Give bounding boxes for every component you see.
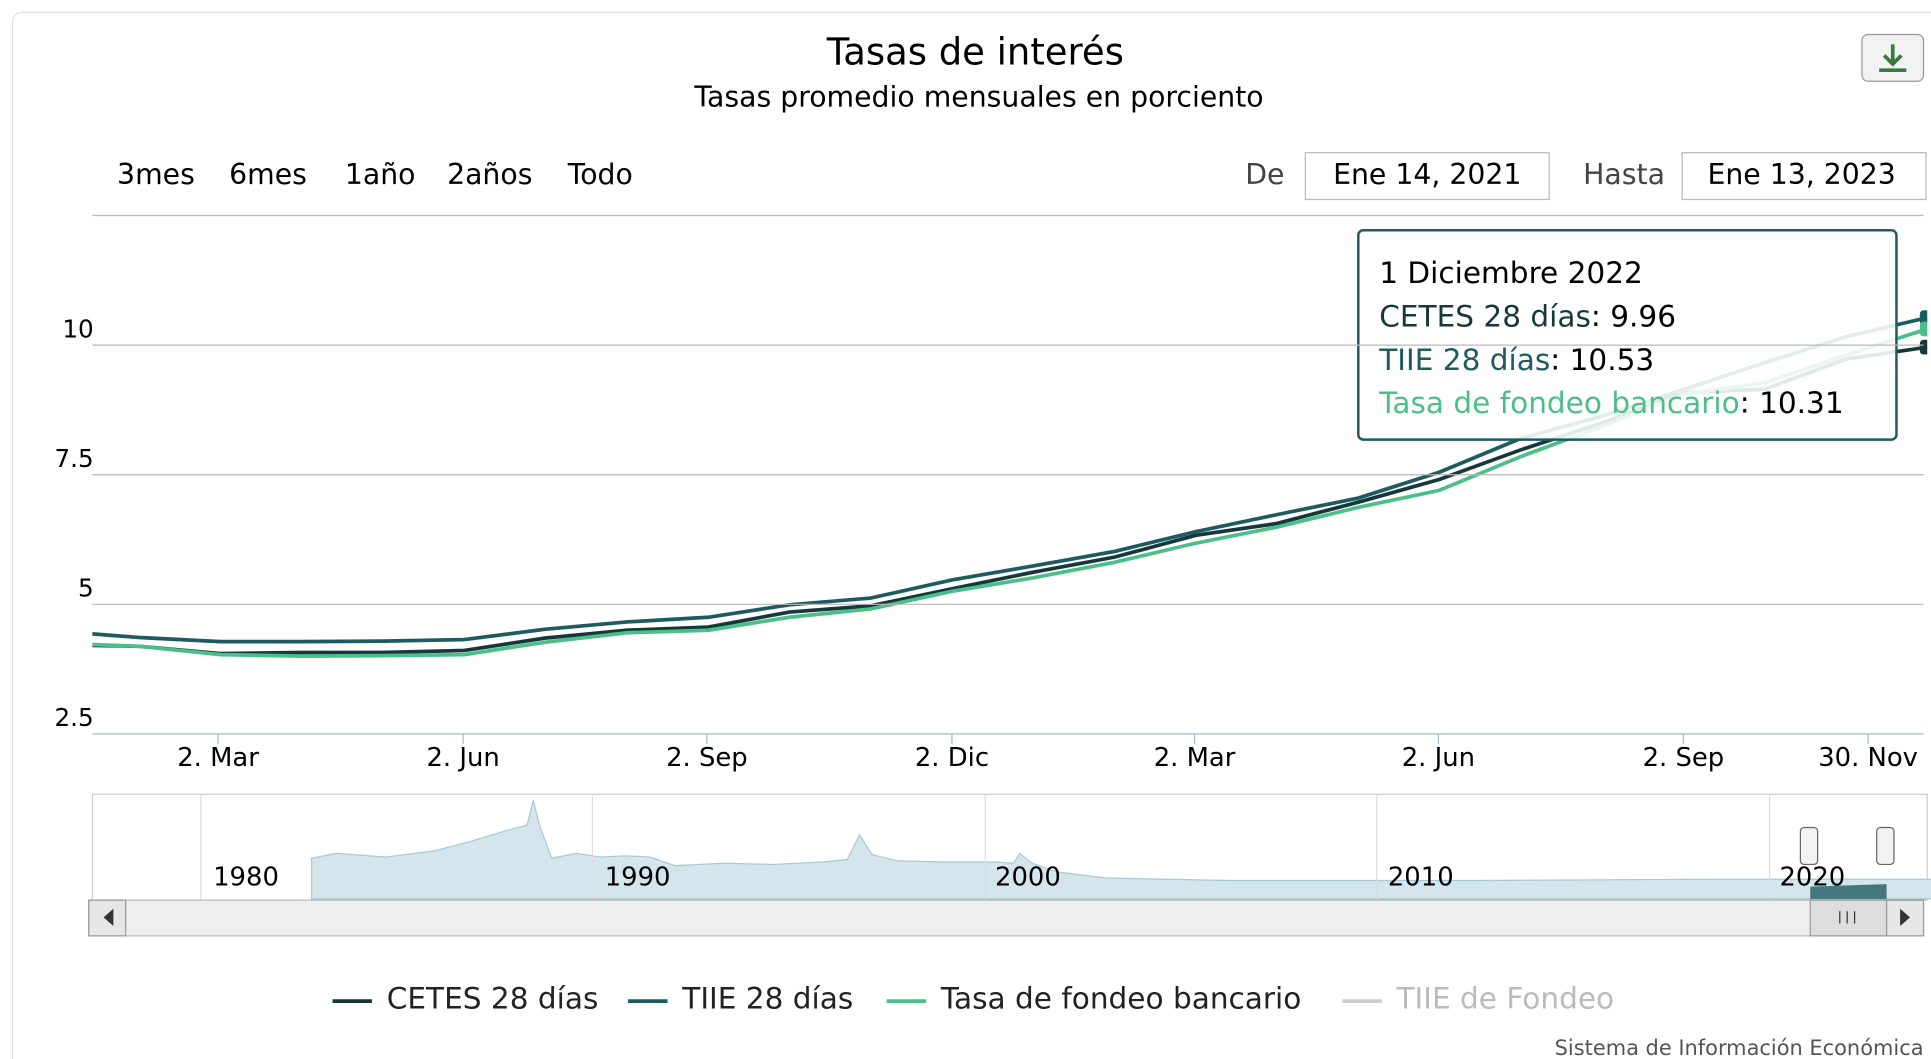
- y-tick-label: 10: [62, 314, 93, 343]
- tooltip-row: Tasa de fondeo bancario: 10.31: [1378, 385, 1843, 419]
- y-tick-label: 5: [78, 574, 94, 603]
- range-button[interactable]: 3mes: [117, 158, 195, 191]
- tooltip-value: 10.53: [1570, 342, 1655, 376]
- scrollbar[interactable]: [88, 899, 1925, 937]
- tooltip: [1357, 229, 1898, 441]
- date-input[interactable]: [1304, 152, 1550, 201]
- point-marker: [1919, 310, 1928, 326]
- x-tick-label: 2. Dic: [915, 743, 989, 773]
- legend-label[interactable]: Tasa de fondeo bancario: [940, 981, 1301, 1015]
- x-tick-label: 30. Nov: [1818, 743, 1918, 773]
- chart-title: Tasas de interés: [826, 31, 1124, 74]
- chart-subtitle: Tasas promedio mensuales en porciento: [693, 81, 1263, 114]
- navigator: [91, 793, 1931, 901]
- tooltip-value: 9.96: [1610, 299, 1676, 333]
- x-tick-label: 2. Mar: [1154, 743, 1236, 773]
- credits: Sistema de Información Económica: [1555, 1036, 1924, 1059]
- y-tick-label: 7.5: [55, 444, 94, 473]
- navigator-label: 2000: [995, 862, 1061, 892]
- navigator-label: 1980: [213, 862, 279, 892]
- range-button[interactable]: 1año: [345, 158, 416, 191]
- tooltip-series: CETES 28 días: [1379, 299, 1591, 333]
- tooltip-series: TIIE 28 días: [1378, 342, 1550, 376]
- range-button[interactable]: 2años: [447, 158, 532, 191]
- tooltip-value: 10.31: [1759, 385, 1844, 419]
- date-value: Ene 13, 2023: [1707, 158, 1895, 191]
- date-label: De: [1245, 158, 1284, 191]
- tooltip-row: CETES 28 días: 9.96: [1379, 299, 1676, 333]
- range-button[interactable]: Todo: [567, 158, 633, 191]
- date-input[interactable]: [1681, 152, 1927, 201]
- tooltip-row: TIIE 28 días: 10.53: [1378, 342, 1654, 376]
- download-button[interactable]: [1861, 33, 1925, 82]
- date-value: Ene 14, 2021: [1333, 158, 1521, 191]
- legend-label[interactable]: TIIE de Fondeo: [1395, 981, 1614, 1015]
- y-tick-label: 2.5: [55, 703, 94, 732]
- tooltip-series: Tasa de fondeo bancario: [1378, 385, 1739, 419]
- navigator-label: 2020: [1779, 862, 1845, 892]
- range-button[interactable]: 6mes: [229, 158, 307, 191]
- x-tick-label: 2. Sep: [1643, 743, 1725, 773]
- x-tick-label: 2. Sep: [666, 743, 748, 773]
- navigator-label: 2010: [1388, 862, 1454, 892]
- legend-label[interactable]: CETES 28 días: [387, 981, 599, 1015]
- navigator-label: 1990: [605, 862, 671, 892]
- point-marker: [1919, 321, 1928, 337]
- x-tick-label: 2. Jun: [426, 743, 499, 773]
- x-tick-label: 2. Mar: [177, 743, 259, 773]
- legend-label[interactable]: TIIE 28 días: [681, 981, 853, 1015]
- x-tick-label: 2. Jun: [1402, 743, 1475, 773]
- point-marker: [1919, 339, 1928, 355]
- date-label: Hasta: [1583, 158, 1665, 191]
- tooltip-date: 1 Diciembre 2022: [1379, 256, 1643, 290]
